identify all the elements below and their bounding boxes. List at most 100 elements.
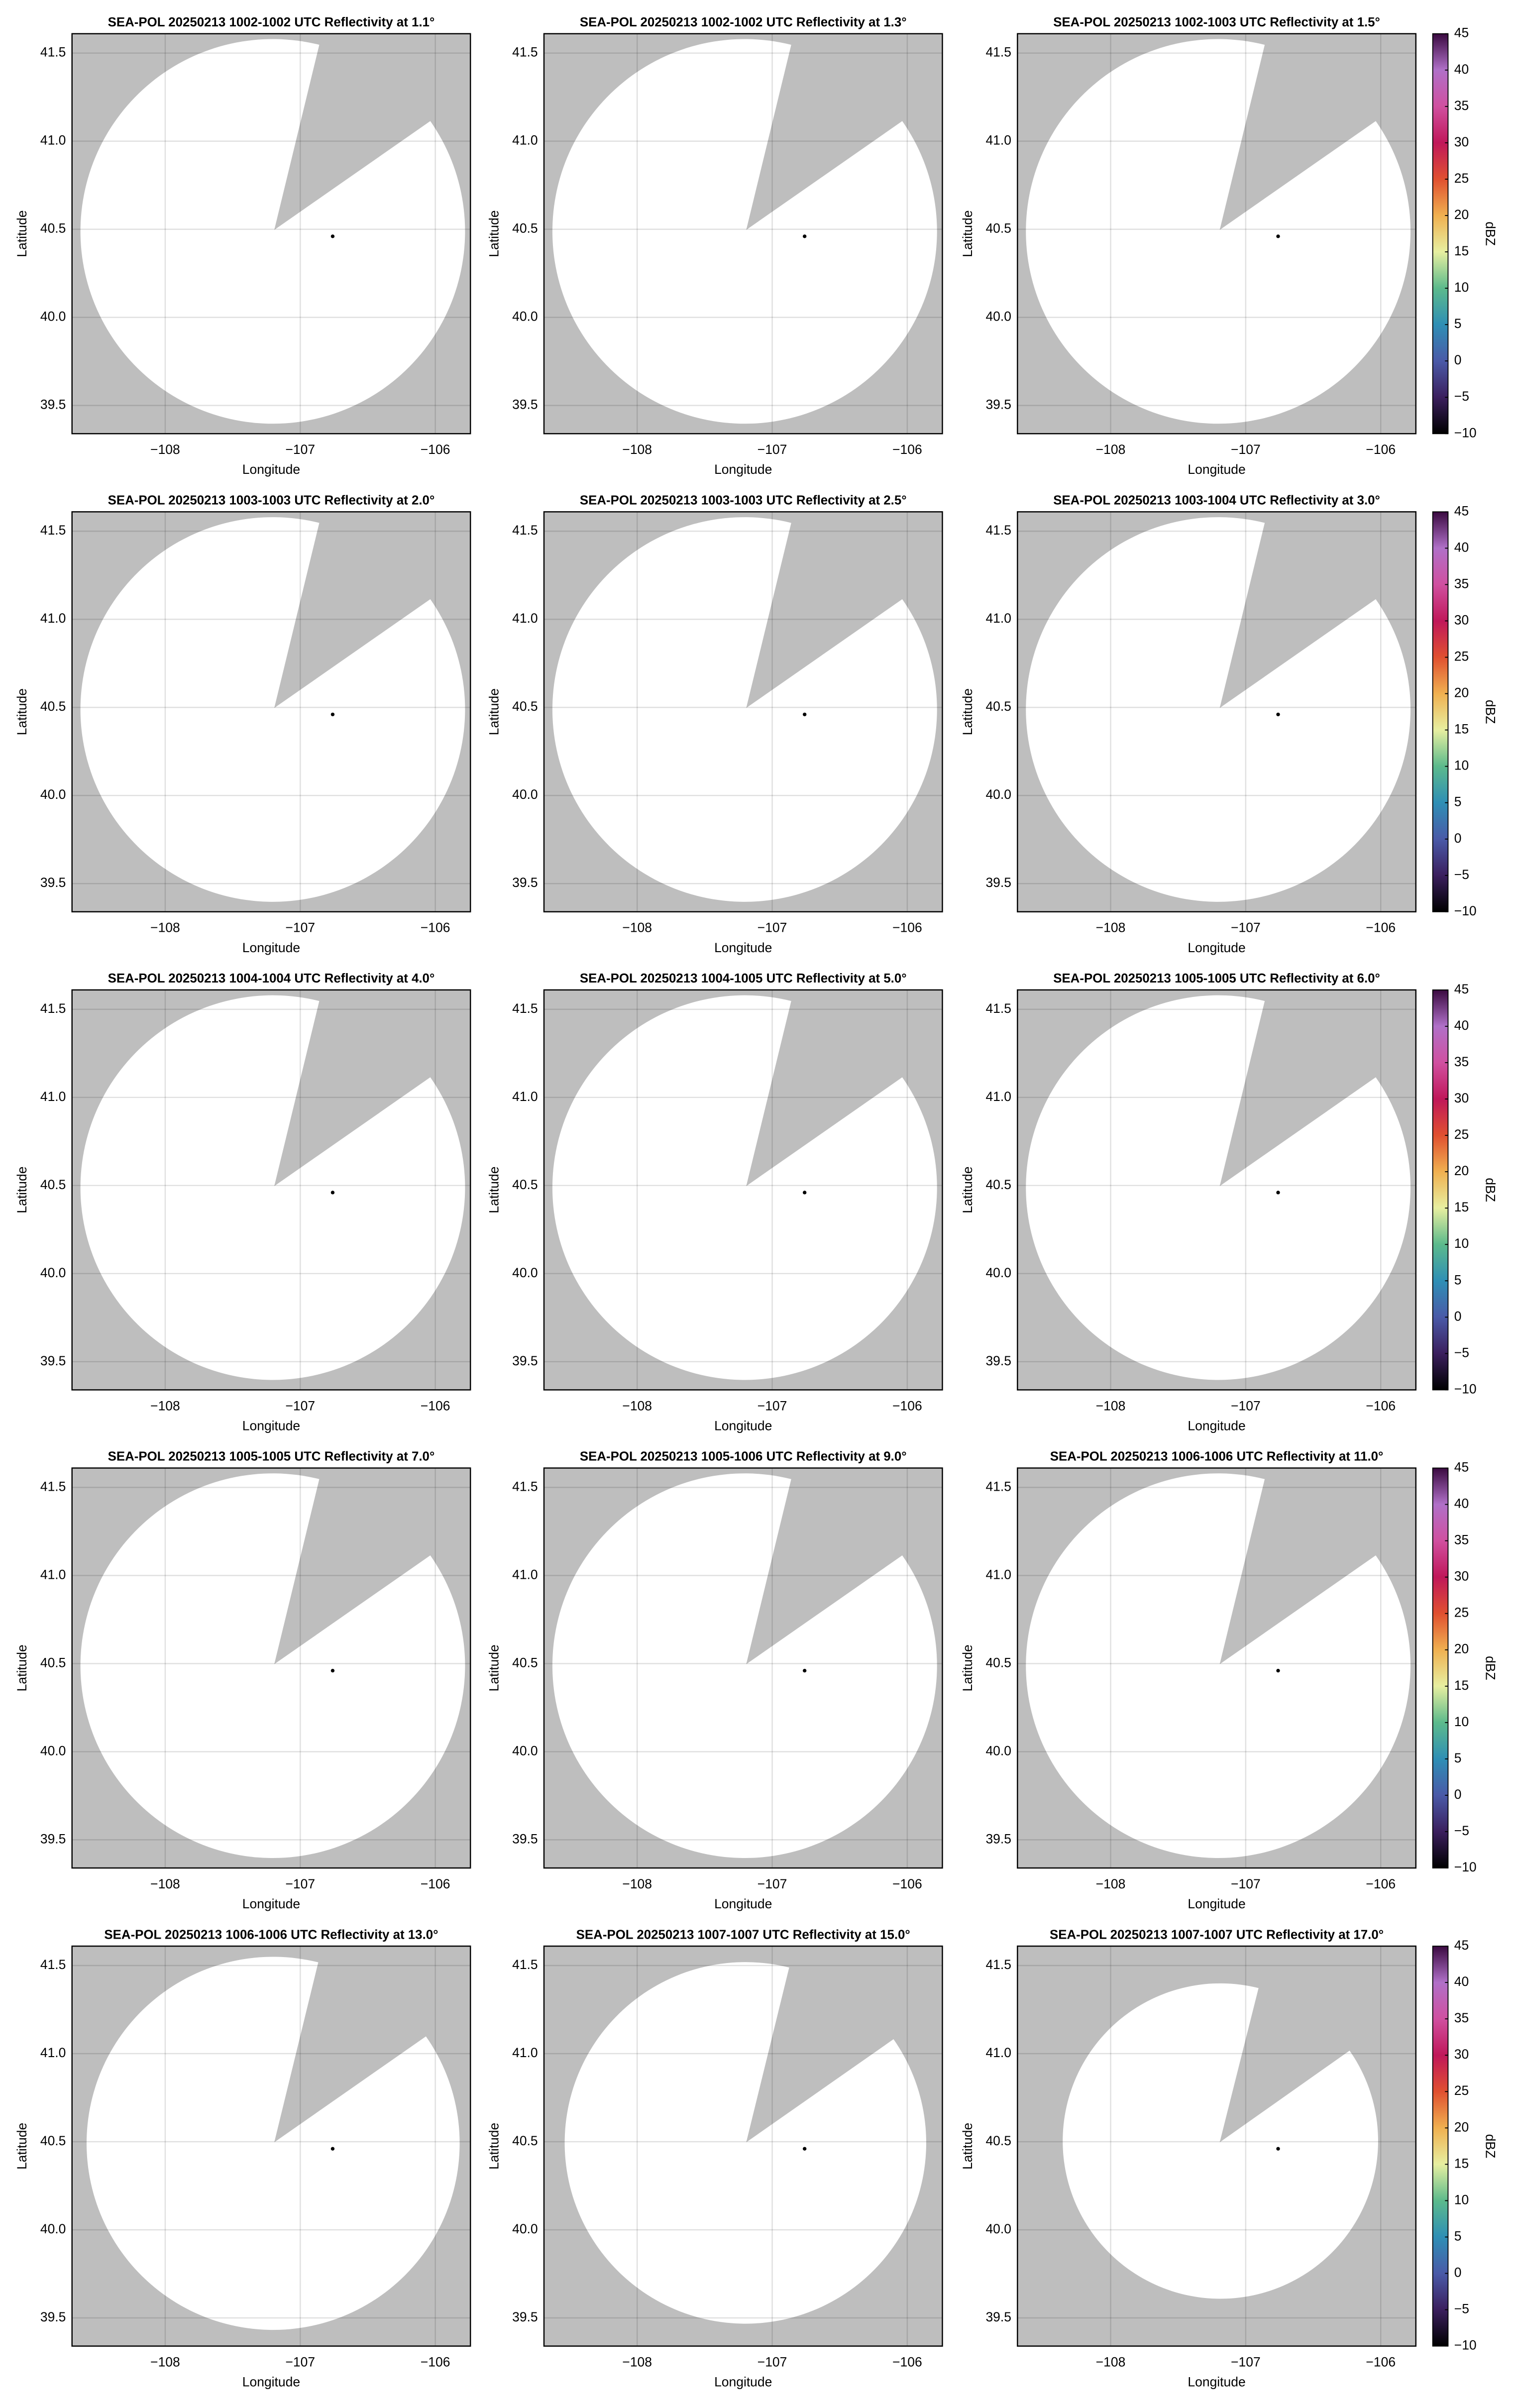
x-tick-label: −106	[1366, 1876, 1396, 1891]
x-tick-label: −107	[758, 920, 787, 935]
coverage	[80, 517, 465, 902]
y-tick-label: 41.5	[985, 523, 1011, 538]
y-tick-label: 40.0	[512, 787, 538, 802]
colorbar-tick-label: −5	[1454, 867, 1469, 882]
radar-location	[802, 1668, 807, 1673]
y-tick-label: 40.0	[985, 1743, 1011, 1758]
y-tick-label: 40.0	[512, 1265, 538, 1280]
x-tick-label: −108	[1096, 1876, 1126, 1891]
coverage	[80, 1473, 465, 1859]
colorbar-tick-label: 35	[1454, 98, 1469, 113]
colorbar-tick-label: 20	[1454, 2119, 1469, 2134]
y-tick-label: 39.5	[985, 1831, 1011, 1846]
plot-frame	[543, 1945, 943, 2347]
colorbar-tick-label: 45	[1454, 503, 1469, 518]
panel-title: SEA-POL 20250213 1004-1004 UTC Reflectiv…	[108, 972, 435, 985]
colorbar-label: dBZ	[1483, 1178, 1498, 1202]
y-tick-label: 40.5	[40, 1655, 66, 1670]
radar-location	[330, 1191, 335, 1195]
panel: −108 −107 −106 39.5 40.0 40.5 41.0 41.5 SEA-POL …	[486, 494, 943, 955]
x-tick-label: −106	[892, 920, 922, 935]
colorbar-tick-label: 5	[1454, 2228, 1462, 2243]
radar-location	[1276, 1668, 1280, 1673]
radar-location	[1276, 234, 1280, 238]
colorbar-tick-label: 35	[1454, 2010, 1469, 2025]
y-axis-label: Latitude	[14, 210, 29, 257]
x-tick-label: −108	[622, 1398, 652, 1413]
y-tick-label: 40.5	[40, 221, 66, 236]
colorbar-tick-label: 25	[1454, 649, 1469, 664]
coverage	[1026, 1473, 1411, 1859]
colorbar-tick-label: 35	[1454, 1532, 1469, 1547]
y-tick-label: 41.0	[512, 1089, 538, 1104]
x-axis-label: Longitude	[714, 1418, 772, 1433]
y-tick-label: 39.5	[512, 1353, 538, 1368]
coverage	[1026, 517, 1411, 902]
colorbar-tick-label: 40	[1454, 1974, 1469, 1989]
colorbar-tick-label: 45	[1454, 1459, 1469, 1474]
plot-frame	[1017, 989, 1417, 1391]
radar-location	[330, 2147, 335, 2151]
y-tick-label: 41.5	[985, 1001, 1011, 1016]
colorbar	[1432, 33, 1448, 434]
x-tick-label: −108	[622, 920, 652, 935]
colorbar-tick-label: 0	[1454, 1309, 1462, 1323]
y-tick-label: 40.5	[985, 699, 1011, 714]
y-tick-label: 41.0	[40, 133, 66, 148]
colorbar-tick-label: 30	[1454, 134, 1469, 149]
y-tick-label: 40.5	[985, 1655, 1011, 1670]
x-axis-label: Longitude	[714, 2375, 772, 2390]
colorbar-frame	[1432, 1946, 1449, 2347]
y-tick-label: 40.5	[985, 1177, 1011, 1192]
panel-title: SEA-POL 20250213 1003-1003 UTC Reflectiv…	[108, 494, 435, 508]
y-tick-label: 40.0	[985, 309, 1011, 324]
y-tick-label: 41.5	[40, 45, 66, 60]
y-tick-label: 41.5	[512, 45, 538, 60]
colorbar-tick-label: 30	[1454, 612, 1469, 627]
x-axis-label: Longitude	[1188, 2375, 1245, 2390]
y-axis-label: Latitude	[14, 1167, 29, 1213]
coverage	[552, 1473, 937, 1859]
x-tick-label: −106	[1366, 920, 1396, 935]
y-tick-label: 40.5	[512, 699, 538, 714]
y-axis-label: Latitude	[486, 2123, 501, 2170]
x-tick-label: −108	[1096, 442, 1126, 457]
panel-title: SEA-POL 20250213 1006-1006 UTC Reflectiv…	[104, 1928, 438, 1942]
colorbar-tick-label: 5	[1454, 1751, 1462, 1765]
plot-frame	[71, 989, 471, 1391]
x-tick-label: −107	[1231, 1876, 1261, 1891]
y-tick-label: 39.5	[985, 2309, 1011, 2324]
colorbar-label: dBZ	[1483, 1656, 1498, 1680]
x-axis-label: Longitude	[1188, 940, 1245, 955]
plot-frame	[71, 511, 471, 913]
radar-location	[802, 1191, 807, 1195]
colorbar	[1432, 1468, 1448, 1868]
colorbar-frame	[1432, 33, 1449, 435]
colorbar-tick-label: −10	[1454, 903, 1477, 918]
colorbar-tick-label: −5	[1454, 389, 1469, 404]
panel: −108 −107 −106 39.5 40.0 40.5 41.0 41.5 SEA-POL …	[486, 972, 943, 1433]
colorbar-tick-label: 45	[1454, 982, 1469, 996]
colorbar-tick-label: 40	[1454, 1496, 1469, 1511]
panel-title: SEA-POL 20250213 1007-1007 UTC Reflectiv…	[576, 1928, 910, 1942]
colorbar-label: dBZ	[1483, 2134, 1498, 2159]
coverage	[86, 1957, 460, 2330]
y-tick-label: 41.0	[512, 2045, 538, 2060]
colorbar-tick-label: −5	[1454, 1345, 1469, 1360]
y-tick-label: 40.5	[512, 2133, 538, 2148]
x-axis-label: Longitude	[242, 1418, 300, 1433]
coverage	[552, 517, 937, 902]
y-axis-label: Latitude	[14, 688, 29, 735]
colorbar-label: dBZ	[1483, 221, 1498, 246]
x-tick-label: −107	[285, 2354, 315, 2369]
colorbar-tick-label: −10	[1454, 1860, 1477, 1874]
x-tick-label: −108	[1096, 920, 1126, 935]
y-tick-label: 40.0	[40, 309, 66, 324]
colorbar-tick-label: 10	[1454, 280, 1469, 295]
plot-frame	[71, 1467, 471, 1869]
y-tick-label: 40.0	[985, 787, 1011, 802]
y-tick-label: 39.5	[985, 1353, 1011, 1368]
y-tick-label: 40.0	[40, 2221, 66, 2236]
x-tick-label: −108	[622, 1876, 652, 1891]
